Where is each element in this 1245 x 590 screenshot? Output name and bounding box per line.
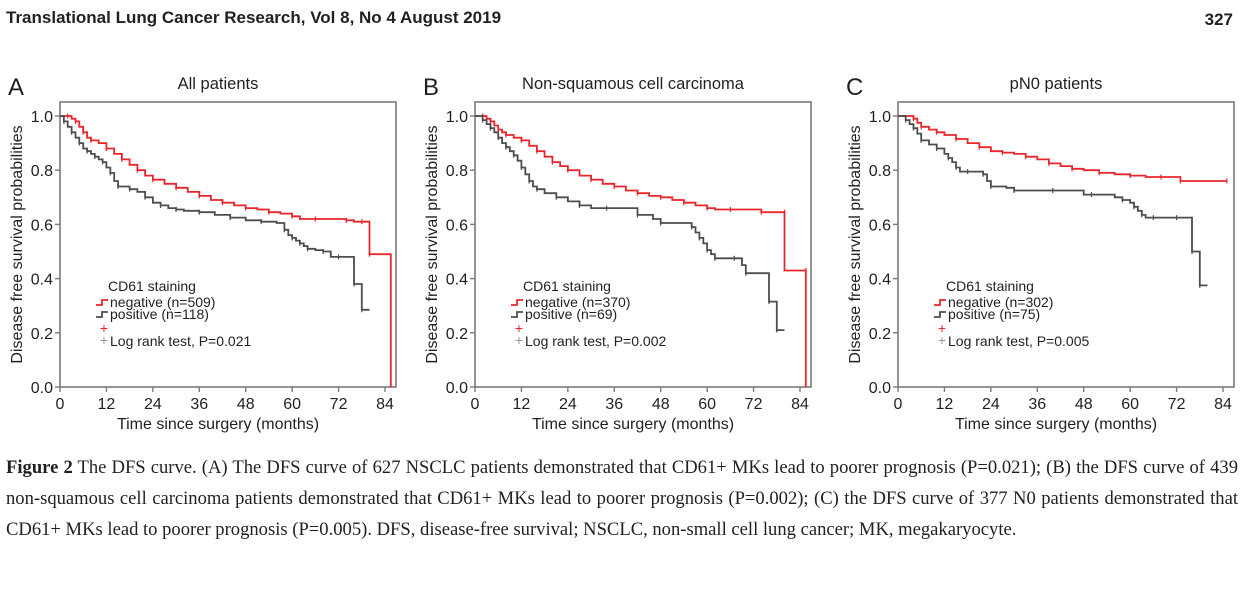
y-tick-label: 0.2 <box>869 326 891 343</box>
y-axis-label: Disease free survival probabilities <box>847 125 864 363</box>
x-tick-label: 84 <box>1214 396 1232 413</box>
legend-title: CD61 staining <box>946 278 1034 294</box>
y-tick-label: 0.0 <box>446 380 468 397</box>
y-tick-label: 0.8 <box>446 163 468 180</box>
legend-censor-negative-icon: + <box>938 320 946 336</box>
y-tick-label: 0.8 <box>869 163 891 180</box>
series-positive-line <box>60 115 370 311</box>
y-tick-label: 0.6 <box>446 217 468 234</box>
panel-b: B Non-squamous cell carcinoma 0.0 0.2 0.4 0.6… <box>415 65 830 445</box>
plot-frame <box>59 101 397 388</box>
plot-frame <box>474 101 812 388</box>
chart-title: All patients <box>178 75 259 93</box>
x-axis-label: Time since surgery (months) <box>532 416 734 433</box>
page-number: 327 <box>1204 10 1233 29</box>
caption-label: Figure 2 <box>6 457 73 478</box>
x-tick-label: 60 <box>283 396 301 413</box>
x-tick-label: 60 <box>698 396 716 413</box>
y-tick-label: 0.8 <box>31 163 53 180</box>
x-tick-label: 72 <box>745 396 763 413</box>
legend-censor-positive-icon: + <box>100 332 108 348</box>
journal-header: Translational Lung Cancer Research, Vol … <box>6 8 502 27</box>
y-tick-label: 0.2 <box>31 326 53 343</box>
y-tick-label: 0.6 <box>31 217 53 234</box>
x-tick-label: 0 <box>471 396 480 413</box>
legend-censor-positive-icon: + <box>515 332 523 348</box>
panel-letter: A <box>8 74 24 101</box>
legend-swatch-positive <box>934 311 946 318</box>
legend-entry: negative (n=370) <box>525 294 630 310</box>
y-axis-label: Disease free survival probabilities <box>424 125 441 363</box>
x-axis-label: Time since surgery (months) <box>117 416 319 433</box>
legend-title: CD61 staining <box>523 278 611 294</box>
legend-swatch-positive <box>511 311 523 318</box>
x-axis-label: Time since surgery (months) <box>955 416 1157 433</box>
x-tick-label: 72 <box>1168 396 1186 413</box>
km-chart: B Non-squamous cell carcinoma 0.0 0.2 0.4 0.6… <box>423 74 812 433</box>
legend-test: Log rank test, P=0.021 <box>110 333 251 349</box>
legend-entry: negative (n=302) <box>948 294 1053 310</box>
x-tick-label: 72 <box>330 396 348 413</box>
caption-text: The DFS curve. (A) The DFS curve of 627 … <box>6 457 1238 540</box>
y-axis-label: Disease free survival probabilities <box>9 125 26 363</box>
x-tick-label: 84 <box>791 396 809 413</box>
figure-caption: Figure 2 The DFS curve. (A) The DFS curv… <box>6 452 1238 545</box>
y-tick-label: 0.0 <box>31 380 53 397</box>
y-tick-label: 0.4 <box>31 272 53 289</box>
plot-frame <box>897 101 1235 388</box>
x-tick-label: 36 <box>1028 396 1046 413</box>
panel-a: A All patients 0.0 0.2 0.4 0.6 0.8 1.0 0 12 24 36 48… <box>0 65 415 445</box>
x-tick-label: 48 <box>652 396 670 413</box>
km-chart: A All patients 0.0 0.2 0.4 0.6 0.8 1.0 0 12 24 36 48… <box>8 74 397 433</box>
legend-entry: positive (n=118) <box>110 306 209 322</box>
x-tick-label: 12 <box>513 396 531 413</box>
x-tick-label: 0 <box>56 396 65 413</box>
chart-title: Non-squamous cell carcinoma <box>522 75 745 93</box>
x-tick-label: 48 <box>1075 396 1093 413</box>
legend-censor-positive-icon: + <box>938 332 946 348</box>
x-tick-label: 84 <box>376 396 394 413</box>
y-tick-label: 0.2 <box>446 326 468 343</box>
legend-title: CD61 staining <box>108 278 196 294</box>
y-tick-label: 0.0 <box>869 380 891 397</box>
chart-title: pN0 patients <box>1010 75 1103 93</box>
legend-censor-negative-icon: + <box>100 320 108 336</box>
legend-entry: positive (n=69) <box>525 306 617 322</box>
legend-swatch-negative <box>934 299 946 306</box>
y-tick-label: 0.4 <box>446 272 468 289</box>
legend-swatch-negative <box>511 299 523 306</box>
legend-censor-negative-icon: + <box>515 320 523 336</box>
legend-swatch-positive <box>96 311 108 318</box>
series-negative-line <box>475 115 807 387</box>
y-tick-label: 1.0 <box>869 109 891 126</box>
legend-entry: negative (n=509) <box>110 294 215 310</box>
x-tick-label: 36 <box>605 396 623 413</box>
x-tick-label: 24 <box>982 396 1000 413</box>
x-tick-label: 12 <box>936 396 954 413</box>
y-tick-label: 1.0 <box>446 109 468 126</box>
x-tick-label: 24 <box>144 396 162 413</box>
y-tick-label: 0.4 <box>869 272 891 289</box>
x-tick-label: 60 <box>1121 396 1139 413</box>
y-tick-label: 1.0 <box>31 109 53 126</box>
panel-letter: C <box>846 74 863 101</box>
x-tick-label: 12 <box>98 396 116 413</box>
legend-test: Log rank test, P=0.002 <box>525 333 666 349</box>
x-tick-label: 24 <box>559 396 577 413</box>
x-tick-label: 0 <box>894 396 903 413</box>
legend-test: Log rank test, P=0.005 <box>948 333 1089 349</box>
legend-entry: positive (n=75) <box>948 306 1040 322</box>
y-tick-label: 0.6 <box>869 217 891 234</box>
x-tick-label: 48 <box>237 396 255 413</box>
panel-letter: B <box>423 74 439 101</box>
series-positive-line <box>898 115 1208 287</box>
x-tick-label: 36 <box>190 396 208 413</box>
series-negative-line <box>898 115 1227 182</box>
legend-swatch-negative <box>96 299 108 306</box>
